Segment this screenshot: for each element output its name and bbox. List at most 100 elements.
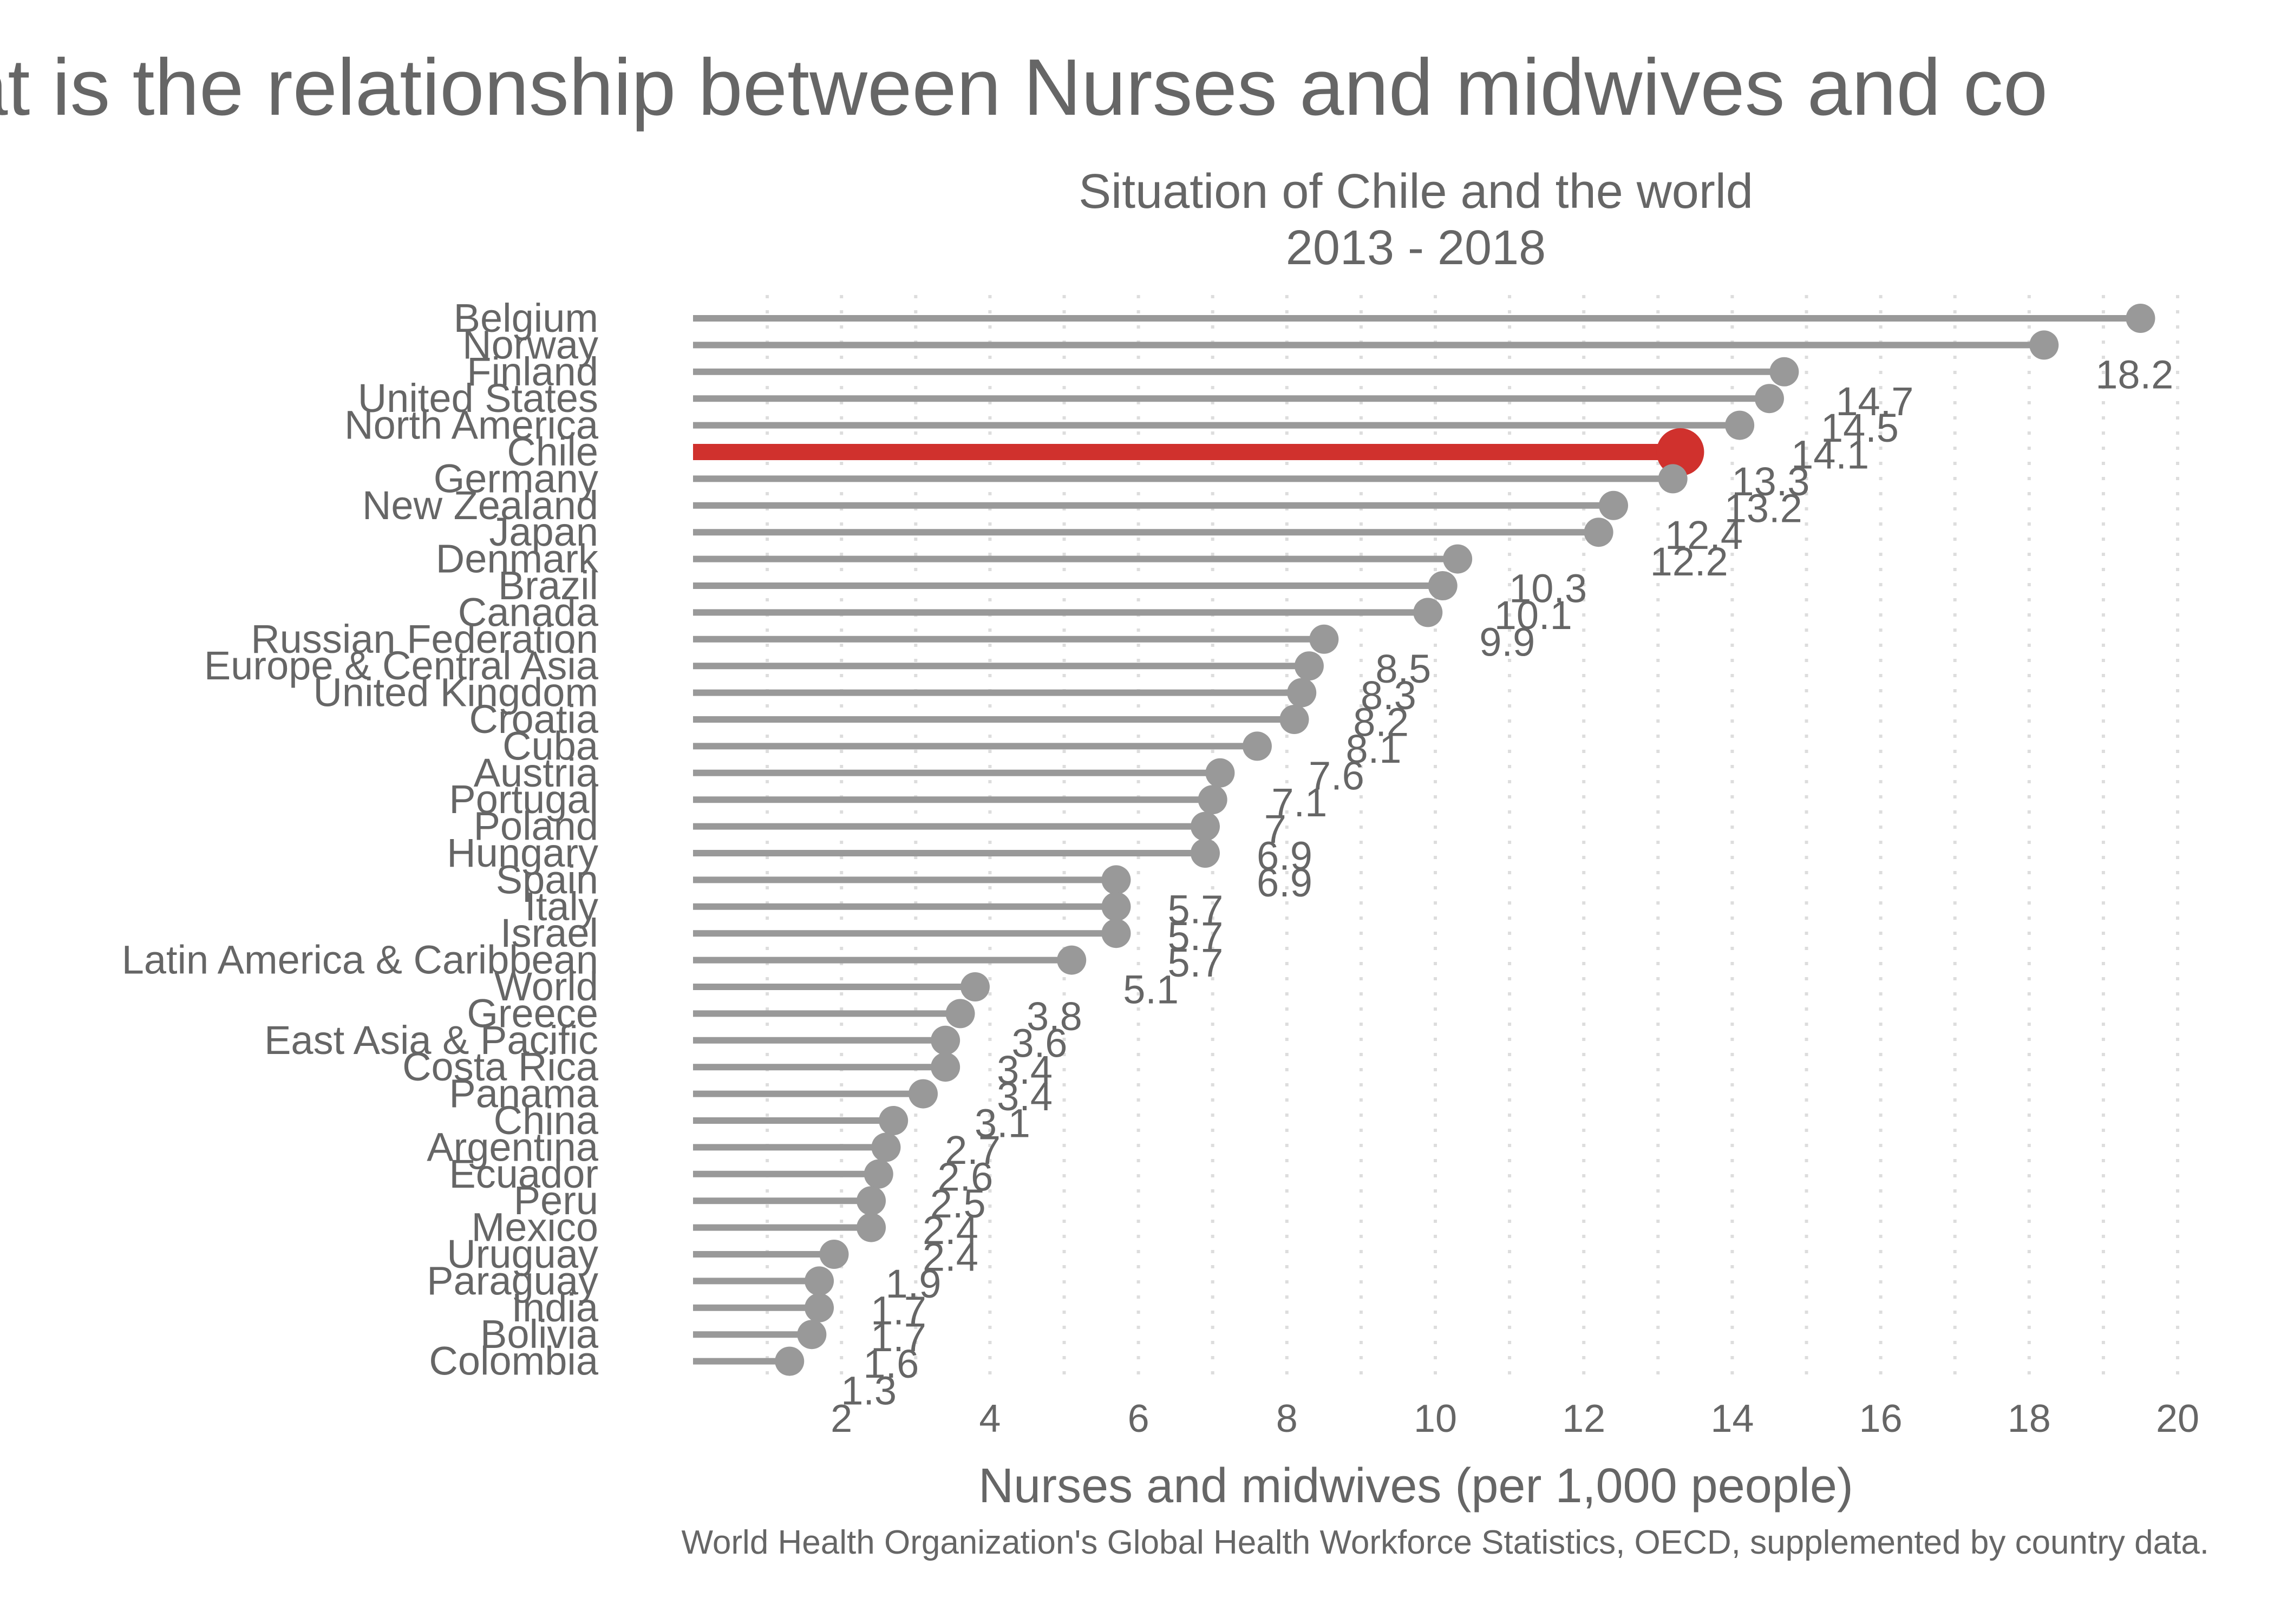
category-label-canada: Canada [458,590,599,634]
value-label-new-zealand: 12.4 [1665,513,1743,558]
value-label-mexico: 2.4 [923,1235,978,1280]
value-label-greece: 3.6 [1012,1020,1068,1065]
category-label-panama: Panama [449,1071,598,1116]
category-label-russian-federation: Russian Federation [251,617,598,662]
category-label-austria: Austria [474,750,599,795]
category-label-hungary: Hungary [447,830,598,875]
value-label-ecuador: 2.5 [930,1181,986,1226]
x-tick-label: 6 [1128,1397,1149,1440]
value-label-poland: 6.9 [1257,834,1312,879]
value-label-russian-federation: 8.5 [1375,646,1431,691]
point-panama [909,1079,938,1109]
chart-subtitle-line2: 2013 - 2018 [1286,221,1546,275]
point-united-states [1754,384,1784,414]
value-label-europe-central-asia: 8.3 [1361,673,1416,718]
category-label-israel: Israel [500,911,598,955]
point-belgium [2126,304,2155,333]
value-label-latin-america-caribbean: 5.1 [1123,967,1179,1012]
category-label-cuba: Cuba [502,723,599,768]
category-label-europe-central-asia: Europe & Central Asia [204,643,599,688]
x-tick-label: 8 [1276,1397,1298,1440]
point-europe-central-asia [1294,651,1324,681]
point-peru [857,1186,886,1216]
category-label-bolivia: Bolivia [480,1312,599,1357]
point-portugal [1198,785,1227,815]
point-east-asia-pacific [931,1025,960,1055]
x-tick-label: 10 [1414,1397,1457,1440]
category-label-mexico: Mexico [472,1205,598,1250]
category-label-belgium: Belgium [454,296,598,340]
value-label-china: 2.7 [945,1128,1001,1173]
value-label-italy: 5.7 [1167,914,1223,959]
dot-layer [775,304,2155,1376]
point-italy [1101,892,1131,921]
category-label-paraguay: Paraguay [427,1258,598,1303]
x-tick-label: 2 [831,1397,852,1440]
value-label-colombia: 1.3 [841,1368,897,1413]
category-label-world: World [494,964,598,1009]
x-axis-ticks: 2 4 6 8 10 12 14 16 18 20 [831,1397,2199,1440]
category-label-united-states: United States [358,376,598,421]
value-label-croatia: 8.1 [1346,726,1402,771]
point-united-kingdom [1287,678,1317,708]
point-world [960,972,990,1001]
x-tick-label: 12 [1562,1397,1605,1440]
category-label-argentina: Argentina [427,1124,599,1169]
category-label-poland: Poland [474,804,598,849]
point-greece [945,999,975,1029]
value-label-india: 1.7 [871,1315,926,1360]
point-denmark [1443,544,1473,574]
category-label-east-asia-pacific: East Asia & Pacific [264,1018,598,1063]
x-tick-label: 16 [1859,1397,1903,1440]
point-brazil [1428,571,1458,600]
category-label-japan: Japan [489,509,598,554]
stem-layer [693,315,2141,1365]
point-paraguay [805,1266,834,1296]
value-labels: 18.2 14.714.514.113.313.212.412.2 10.310.1… [841,352,2173,1413]
point-austria [1205,758,1235,788]
point-canada [1413,598,1443,627]
value-label-brazil: 10.1 [1494,593,1572,638]
chart-caption: World Health Organization's Global Healt… [682,1524,2209,1561]
category-label-colombia: Colombia [429,1339,598,1384]
value-label-bolivia: 1.6 [863,1341,919,1386]
point-ecuador [864,1159,893,1189]
point-norway [2029,330,2059,360]
category-label-north-america: North America [344,403,599,448]
x-tick-label: 20 [2156,1397,2199,1440]
point-latin-america-caribbean [1057,945,1087,975]
point-north-america [1725,410,1755,440]
value-label-north-america: 14.1 [1791,433,1869,477]
x-tick-label: 14 [1710,1397,1754,1440]
value-label-japan: 12.2 [1650,539,1728,584]
value-label-hungary: 6.9 [1257,860,1312,905]
value-label-costa-rica: 3.4 [997,1074,1053,1119]
value-label-panama: 3.1 [975,1101,1030,1146]
category-label-spain: Spain [496,857,598,902]
value-label-finland: 14.7 [1835,379,1913,424]
category-label-denmark: Denmark [436,536,599,581]
category-label-china: China [494,1098,599,1143]
category-label-latin-america-caribbean: Latin America & Caribbean [122,938,598,983]
value-label-cuba: 7.6 [1309,753,1364,798]
point-hungary [1190,839,1220,868]
value-label-portugal: 7 [1264,807,1286,852]
point-new-zealand [1599,490,1629,520]
value-label-world: 3.8 [1027,994,1082,1039]
point-india [805,1293,834,1322]
point-costa-rica [931,1052,960,1082]
value-label-united-states: 14.5 [1821,405,1899,450]
category-label-costa-rica: Costa Rica [402,1044,599,1089]
category-label-united-kingdom: United Kingdom [313,670,598,715]
chart-subtitle-line1: Situation of Chile and the world [1079,165,1753,219]
point-uruguay [819,1240,849,1269]
value-label-uruguay: 1.9 [885,1261,941,1306]
value-label-austria: 7.1 [1271,780,1327,825]
x-tick-label: 4 [979,1397,1001,1440]
point-russian-federation [1309,624,1339,654]
category-label-norway: Norway [462,322,598,367]
point-argentina [871,1132,901,1162]
value-label-israel: 5.7 [1167,940,1223,985]
